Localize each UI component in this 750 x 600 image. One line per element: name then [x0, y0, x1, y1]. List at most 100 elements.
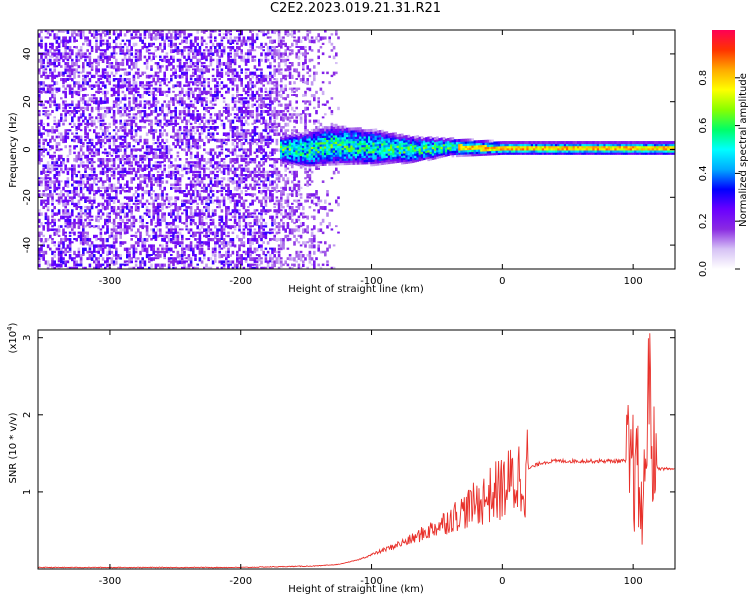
spectrogram-cell	[225, 116, 228, 120]
spectrogram-cell	[121, 81, 125, 85]
spectrogram-cell	[60, 257, 63, 261]
spectrogram-cell	[108, 36, 111, 40]
spectrogram-cell	[192, 129, 195, 133]
spectrogram-cell	[240, 110, 243, 113]
spectrogram-cell	[139, 164, 142, 168]
spectrogram-cell	[121, 186, 125, 192]
spectrogram-cell	[273, 81, 276, 84]
spectrogram-cell	[130, 161, 133, 164]
spectrogram-cell	[159, 113, 162, 116]
spectrogram-cell	[112, 190, 116, 192]
spectrogram-cell	[82, 30, 85, 34]
spectrogram-cell	[253, 263, 257, 266]
spectrogram-cell	[82, 186, 85, 190]
spectrogram-cell	[297, 241, 301, 244]
spectrogram-cell	[40, 202, 43, 206]
spectrogram-cell	[57, 154, 61, 159]
spectrogram-cell	[128, 196, 131, 200]
spectrogram-cell	[297, 74, 301, 78]
spectrogram-cell	[275, 167, 279, 171]
spectrogram-cell	[93, 254, 96, 258]
spectrogram-cell	[139, 36, 142, 41]
spectrogram-cell	[247, 154, 250, 158]
spectrogram-cell	[86, 177, 89, 181]
spectrogram-cell	[236, 52, 239, 57]
spectrogram-cell	[49, 148, 52, 151]
spectrogram-cell	[167, 234, 171, 238]
spectrogram-cell	[178, 81, 182, 85]
spectrogram-cell	[172, 49, 175, 53]
spectrogram-cell	[189, 257, 193, 261]
spectrogram-cell	[99, 193, 103, 197]
spectrogram-cell	[40, 257, 43, 260]
spectrogram-cell	[198, 97, 202, 101]
spectrogram-cell	[255, 241, 259, 244]
spectrogram-cell	[126, 218, 129, 222]
spectrogram-cell	[132, 225, 136, 228]
spectrogram-cell	[181, 30, 184, 34]
spectrogram-cell	[145, 90, 149, 95]
spectrogram-cell	[264, 193, 268, 198]
spectrogram-cell	[152, 30, 155, 35]
spectrogram-cell	[108, 180, 111, 183]
spectrogram-cell	[128, 55, 131, 59]
spectrogram-cell	[269, 231, 272, 235]
spectrogram-cell	[238, 154, 241, 157]
spectrogram-cell	[172, 170, 175, 175]
spectrogram-cell	[295, 183, 298, 187]
spectrogram-cell	[211, 170, 215, 175]
spectrogram-cell	[46, 244, 50, 249]
spectrogram-cell	[167, 158, 171, 163]
spectrogram-cell	[119, 244, 122, 248]
spectrogram-cell	[227, 46, 230, 49]
spectrogram-cell	[167, 42, 171, 48]
spectrogram-cell	[258, 78, 261, 83]
spectrogram-cell	[236, 257, 239, 262]
spectrogram-cell	[42, 241, 45, 246]
spectrogram-cell	[260, 199, 263, 204]
spectrogram-cell	[222, 222, 226, 226]
spectrogram-cell	[181, 103, 184, 107]
spectrogram-cell	[46, 218, 50, 223]
spectrogram-cell	[154, 30, 158, 33]
spectrogram-cell	[150, 257, 153, 262]
spectrogram-cell	[280, 190, 283, 194]
spectrogram-cell	[132, 154, 136, 158]
spectrogram-cell	[189, 90, 193, 95]
spectrogram-cell	[211, 94, 215, 98]
spectrogram-cell	[110, 62, 114, 65]
spectrogram-cell	[150, 68, 153, 71]
spectrogram-cell	[271, 199, 274, 202]
spectrogram-cell	[101, 257, 105, 261]
spectrogram-cell	[42, 228, 45, 231]
spectrogram-cell	[198, 46, 202, 50]
spectrogram-cell	[258, 238, 261, 241]
spectrogram-cell	[159, 183, 162, 188]
spectrogram-cell	[130, 135, 133, 140]
spectrogram-cell	[185, 138, 188, 142]
spectrogram-cell	[68, 250, 72, 254]
spectrogram-cell	[75, 174, 78, 178]
spectrogram-cell	[165, 33, 169, 38]
spectrogram-cell	[38, 142, 41, 145]
spectrogram-cell	[79, 186, 83, 191]
spectrogram-cell	[269, 193, 272, 198]
spectrogram-cell	[73, 68, 76, 72]
spectrogram-cell	[187, 106, 191, 110]
spectrogram-cell	[141, 167, 144, 172]
spectrogram-cell	[141, 110, 144, 113]
spectrogram-cell	[302, 68, 305, 71]
spectrogram-cell	[288, 71, 292, 76]
spectrogram-cell	[200, 199, 204, 204]
spectrogram-cell	[273, 263, 276, 268]
spectrogram-cell	[244, 257, 248, 262]
spectrogram-cell	[214, 231, 217, 236]
spectrogram-cell	[220, 190, 224, 193]
spectrogram-cell	[194, 106, 197, 110]
spectrogram-cell	[244, 84, 248, 88]
spectrogram-cell	[209, 161, 213, 164]
spectrogram-cell	[165, 225, 169, 229]
spectrogram-cell	[269, 116, 272, 121]
spectrogram-cell	[57, 247, 61, 251]
spectrogram-cell	[288, 100, 292, 104]
